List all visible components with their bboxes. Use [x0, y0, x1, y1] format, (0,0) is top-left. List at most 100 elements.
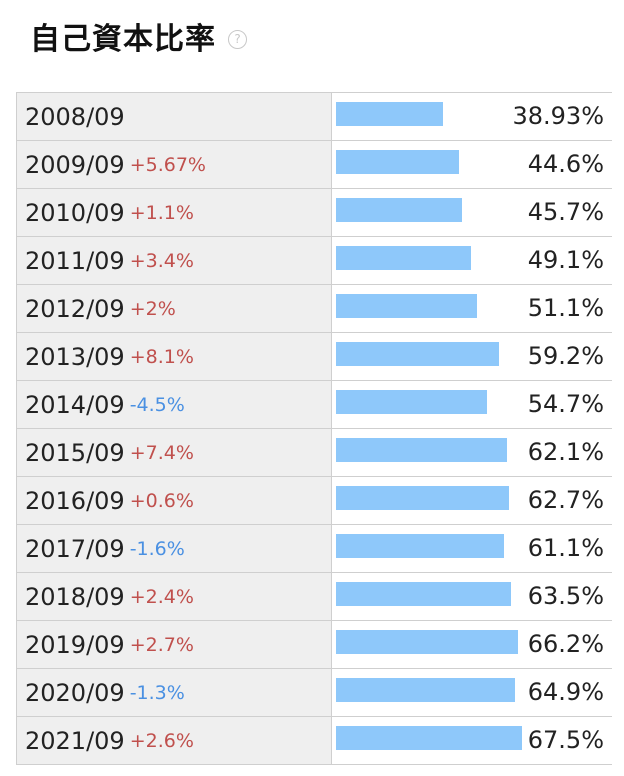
row-year: 2019/09	[25, 630, 125, 659]
row-label-cell: 2009/09 +5.67%	[16, 141, 332, 188]
row-delta: +5.67%	[129, 153, 206, 176]
section-title: 自己資本比率	[30, 22, 216, 57]
row-value: 67.5%	[527, 726, 604, 754]
row-delta: +7.4%	[129, 441, 194, 464]
table-row: 2018/09 +2.4% 63.5%	[16, 573, 612, 621]
row-year: 2011/09	[25, 246, 125, 275]
row-year: 2021/09	[25, 726, 125, 755]
row-value: 62.7%	[527, 486, 604, 514]
ratio-bar	[336, 582, 511, 606]
row-value: 49.1%	[527, 246, 604, 274]
row-delta: -1.3%	[129, 681, 185, 704]
row-label-cell: 2012/09 +2%	[16, 285, 332, 332]
table-row: 2014/09 -4.5% 54.7%	[16, 381, 612, 429]
row-value: 38.93%	[512, 102, 604, 130]
row-bar-cell: 61.1%	[332, 525, 612, 572]
table-row: 2020/09 -1.3% 64.9%	[16, 669, 612, 717]
row-label-cell: 2014/09 -4.5%	[16, 381, 332, 428]
row-delta: +2.6%	[129, 729, 194, 752]
row-value: 54.7%	[527, 390, 604, 418]
ratio-bar	[336, 198, 462, 222]
row-label-cell: 2016/09 +0.6%	[16, 477, 332, 524]
ratio-bar	[336, 390, 487, 414]
row-delta: +8.1%	[129, 345, 194, 368]
table-row: 2021/09 +2.6% 67.5%	[16, 717, 612, 765]
row-bar-cell: 45.7%	[332, 189, 612, 236]
row-delta: +1.1%	[129, 201, 194, 224]
table-row: 2009/09 +5.67% 44.6%	[16, 141, 612, 189]
row-bar-cell: 49.1%	[332, 237, 612, 284]
table-row: 2017/09 -1.6% 61.1%	[16, 525, 612, 573]
row-value: 59.2%	[527, 342, 604, 370]
row-year: 2016/09	[25, 486, 125, 515]
row-value: 63.5%	[527, 582, 604, 610]
table-row: 2019/09 +2.7% 66.2%	[16, 621, 612, 669]
table-row: 2008/09 38.93%	[16, 93, 612, 141]
row-delta: -1.6%	[129, 537, 185, 560]
row-delta: +0.6%	[129, 489, 194, 512]
row-year: 2012/09	[25, 294, 125, 323]
row-label-cell: 2021/09 +2.6%	[16, 717, 332, 764]
row-delta: +2.7%	[129, 633, 194, 656]
row-bar-cell: 54.7%	[332, 381, 612, 428]
row-value: 61.1%	[527, 534, 604, 562]
row-label-cell: 2013/09 +8.1%	[16, 333, 332, 380]
row-label-cell: 2010/09 +1.1%	[16, 189, 332, 236]
row-bar-cell: 51.1%	[332, 285, 612, 332]
row-value: 45.7%	[527, 198, 604, 226]
table-row: 2016/09 +0.6% 62.7%	[16, 477, 612, 525]
ratio-bar	[336, 438, 507, 462]
row-bar-cell: 63.5%	[332, 573, 612, 620]
row-bar-cell: 62.7%	[332, 477, 612, 524]
row-delta: +2.4%	[129, 585, 194, 608]
row-value: 66.2%	[527, 630, 604, 658]
row-year: 2020/09	[25, 678, 125, 707]
row-bar-cell: 44.6%	[332, 141, 612, 188]
row-year: 2014/09	[25, 390, 125, 419]
row-delta: +2%	[129, 297, 176, 320]
row-label-cell: 2011/09 +3.4%	[16, 237, 332, 284]
ratio-bar	[336, 150, 459, 174]
table-row: 2012/09 +2% 51.1%	[16, 285, 612, 333]
row-bar-cell: 62.1%	[332, 429, 612, 476]
row-value: 64.9%	[527, 678, 604, 706]
table-row: 2010/09 +1.1% 45.7%	[16, 189, 612, 237]
table-row: 2015/09 +7.4% 62.1%	[16, 429, 612, 477]
row-year: 2008/09	[25, 102, 125, 131]
question-circle-icon[interactable]: ?	[228, 29, 247, 49]
ratio-bar	[336, 534, 504, 558]
row-bar-cell: 59.2%	[332, 333, 612, 380]
table-row: 2013/09 +8.1% 59.2%	[16, 333, 612, 381]
ratio-bar	[336, 486, 509, 510]
row-label-cell: 2015/09 +7.4%	[16, 429, 332, 476]
row-label-cell: 2008/09	[16, 93, 332, 140]
row-year: 2018/09	[25, 582, 125, 611]
row-delta: -4.5%	[129, 393, 185, 416]
equity-ratio-table: 2008/09 38.93% 2009/09 +5.67% 44.6% 2010/09 +1…	[16, 92, 612, 765]
row-year: 2009/09	[25, 150, 125, 179]
row-label-cell: 2020/09 -1.3%	[16, 669, 332, 716]
ratio-bar	[336, 630, 518, 654]
ratio-bar	[336, 294, 477, 318]
ratio-bar	[336, 246, 471, 270]
ratio-bar	[336, 726, 522, 750]
row-year: 2013/09	[25, 342, 125, 371]
table-row: 2011/09 +3.4% 49.1%	[16, 237, 612, 285]
section-header: 自己資本比率 ?	[30, 14, 247, 58]
row-value: 62.1%	[527, 438, 604, 466]
row-value: 51.1%	[527, 294, 604, 322]
row-bar-cell: 38.93%	[332, 93, 612, 140]
row-label-cell: 2019/09 +2.7%	[16, 621, 332, 668]
row-bar-cell: 64.9%	[332, 669, 612, 716]
row-year: 2015/09	[25, 438, 125, 467]
row-label-cell: 2017/09 -1.6%	[16, 525, 332, 572]
ratio-bar	[336, 102, 443, 126]
row-delta: +3.4%	[129, 249, 194, 272]
row-bar-cell: 66.2%	[332, 621, 612, 668]
ratio-bar	[336, 342, 499, 366]
row-year: 2010/09	[25, 198, 125, 227]
row-bar-cell: 67.5%	[332, 717, 612, 764]
row-value: 44.6%	[527, 150, 604, 178]
row-year: 2017/09	[25, 534, 125, 563]
row-label-cell: 2018/09 +2.4%	[16, 573, 332, 620]
